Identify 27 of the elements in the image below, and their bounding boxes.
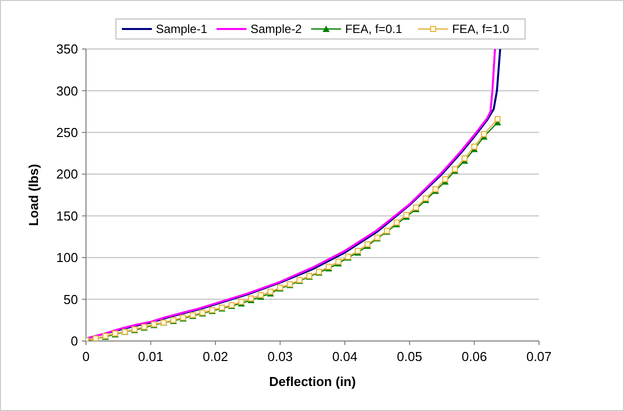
- legend-label: Sample-2: [250, 22, 302, 36]
- y-tick-label: 250: [56, 124, 78, 140]
- y-tick-label: 350: [56, 42, 78, 57]
- y-tick-label: 100: [56, 250, 78, 266]
- x-tick-label: 0.04: [332, 349, 358, 364]
- legend-label: Sample-1: [156, 22, 208, 36]
- x-tick-label: 0.06: [462, 349, 487, 364]
- y-tick-label: 0: [70, 334, 78, 349]
- x-tick-label: 0: [82, 349, 90, 364]
- legend-label: FEA, f=1.0: [452, 22, 510, 36]
- x-tick-label: 0.03: [267, 349, 293, 364]
- point: [471, 144, 478, 150]
- point: [442, 176, 448, 182]
- x-axis-title: Deflection (in): [269, 374, 356, 389]
- y-tick-label: 50: [64, 292, 78, 307]
- x-tick-label: 0.07: [526, 349, 552, 364]
- point: [494, 116, 501, 122]
- point: [462, 155, 468, 162]
- point: [480, 131, 487, 138]
- y-axis-title: Load (lbs): [26, 164, 41, 226]
- x-tick-label: 0.01: [138, 349, 164, 364]
- x-tick-label: 0.02: [202, 349, 228, 364]
- x-tick-label: 0.05: [396, 349, 422, 364]
- y-tick-label: 300: [56, 83, 78, 98]
- y-tick-label: 200: [56, 166, 78, 182]
- legend-label: FEA, f=0.1: [345, 22, 402, 36]
- y-tick-label: 150: [56, 208, 78, 224]
